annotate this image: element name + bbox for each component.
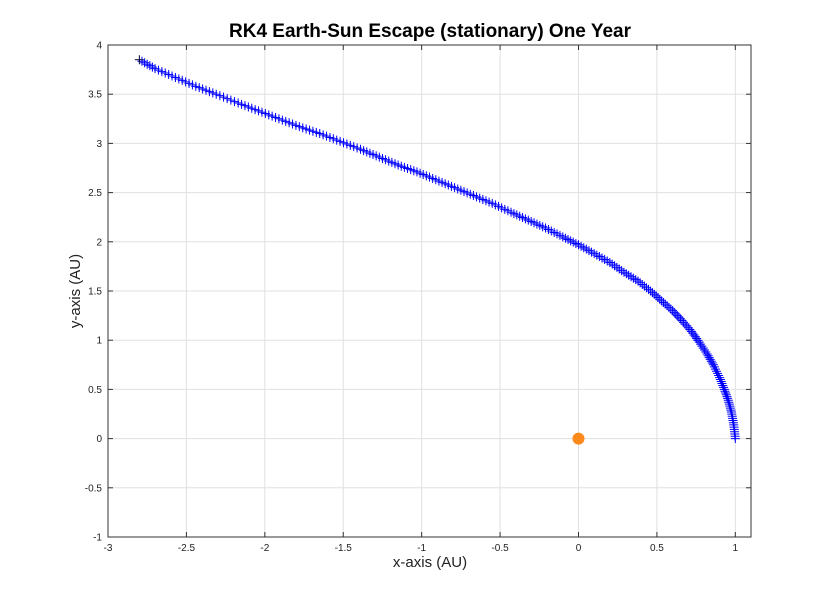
x-tick-label: -2 xyxy=(260,543,269,554)
y-tick-label: -0.5 xyxy=(85,483,103,494)
trajectory-point xyxy=(697,341,707,351)
x-tick-label: -1.5 xyxy=(335,543,353,554)
trajectory-point xyxy=(718,380,728,390)
trajectory-point xyxy=(134,55,144,65)
trajectory-point xyxy=(219,92,229,102)
trajectory-point xyxy=(705,354,715,364)
trajectory-point xyxy=(607,259,617,269)
trajectory-point xyxy=(723,393,733,403)
trajectory-point xyxy=(233,98,243,108)
trajectory-point xyxy=(715,375,725,385)
trajectory-point xyxy=(711,366,721,376)
trajectory-point xyxy=(696,339,706,349)
trajectory-point xyxy=(722,392,732,402)
y-tick-label: 2 xyxy=(96,237,102,248)
sun-point xyxy=(572,432,585,445)
plot-area xyxy=(134,55,740,445)
trajectory-point xyxy=(631,275,641,285)
grid xyxy=(107,44,751,538)
trajectory-point xyxy=(726,405,736,415)
trajectory-point xyxy=(626,272,636,282)
trajectory-point xyxy=(628,273,638,283)
x-tick-label: 0 xyxy=(576,543,582,554)
trajectory-point xyxy=(710,364,720,374)
y-tick-label: 4 xyxy=(96,41,102,52)
y-tick-label: -1 xyxy=(93,533,102,544)
y-axis-label: y-axis (AU) xyxy=(67,254,84,328)
ticks: -3 -2.5 -2 -1.5 -1 -0.5 0 0.5 1 -1 -0.5 0 0.5 1 1.5 2 2.… xyxy=(85,41,751,554)
trajectory-point xyxy=(230,97,240,107)
trajectory-point xyxy=(226,95,236,105)
x-tick-label: 1 xyxy=(733,543,739,554)
trajectory-point xyxy=(709,362,719,372)
x-tick-label: -3 xyxy=(104,543,113,554)
trajectory-point xyxy=(726,407,736,417)
trajectory-point xyxy=(222,94,232,104)
trajectory-point xyxy=(703,351,713,361)
trajectory-point xyxy=(563,235,573,245)
trajectory-point xyxy=(621,269,631,279)
trajectory-point xyxy=(215,91,225,101)
trajectory-point xyxy=(717,378,727,388)
x-axis-label: x-axis (AU) xyxy=(393,554,467,571)
trajectory-point xyxy=(714,370,724,380)
trajectory-point xyxy=(719,382,729,392)
y-tick-label: 1 xyxy=(96,336,102,347)
trajectory-point xyxy=(706,356,716,366)
trajectory-point xyxy=(612,262,622,272)
trajectory-point xyxy=(725,401,735,411)
y-tick-label: 3 xyxy=(96,139,102,150)
x-tick-label: -2.5 xyxy=(178,543,196,554)
trajectory-point xyxy=(719,384,729,394)
trajectory-point xyxy=(704,353,714,363)
series-1 xyxy=(572,432,585,445)
chart-title: RK4 Earth-Sun Escape (stationary) One Ye… xyxy=(229,21,632,42)
trajectory-point xyxy=(566,236,576,246)
trajectory-point xyxy=(633,276,643,286)
y-tick-label: 0.5 xyxy=(88,385,102,396)
y-tick-label: 2.5 xyxy=(88,188,102,199)
trajectory-point xyxy=(723,395,733,405)
trajectory-point xyxy=(716,377,726,387)
trajectory-point xyxy=(708,360,718,370)
trajectory-point xyxy=(720,386,730,396)
y-tick-label: 3.5 xyxy=(88,90,102,101)
trajectory-point xyxy=(724,397,734,407)
trajectory-point xyxy=(725,403,735,413)
trajectory-point xyxy=(699,345,709,355)
trajectory-point xyxy=(619,267,629,277)
x-tick-label: -0.5 xyxy=(491,543,509,554)
trajectory-point xyxy=(610,261,620,271)
trajectory-point xyxy=(713,368,723,378)
trajectory-point xyxy=(721,388,731,398)
x-tick-label: -1 xyxy=(417,543,426,554)
trajectory-point xyxy=(568,237,578,247)
trajectory-point xyxy=(617,266,627,276)
trajectory-point xyxy=(707,358,717,368)
trajectory-point xyxy=(614,264,624,274)
y-tick-label: 0 xyxy=(96,434,102,445)
y-tick-label: 1.5 xyxy=(88,287,102,298)
series-0 xyxy=(134,55,740,444)
trajectory-point xyxy=(724,399,734,409)
trajectory-point xyxy=(721,390,731,400)
trajectory-point xyxy=(715,373,725,383)
trajectory-point xyxy=(698,343,708,353)
trajectory-point xyxy=(624,270,634,280)
x-tick-label: 0.5 xyxy=(650,543,664,554)
